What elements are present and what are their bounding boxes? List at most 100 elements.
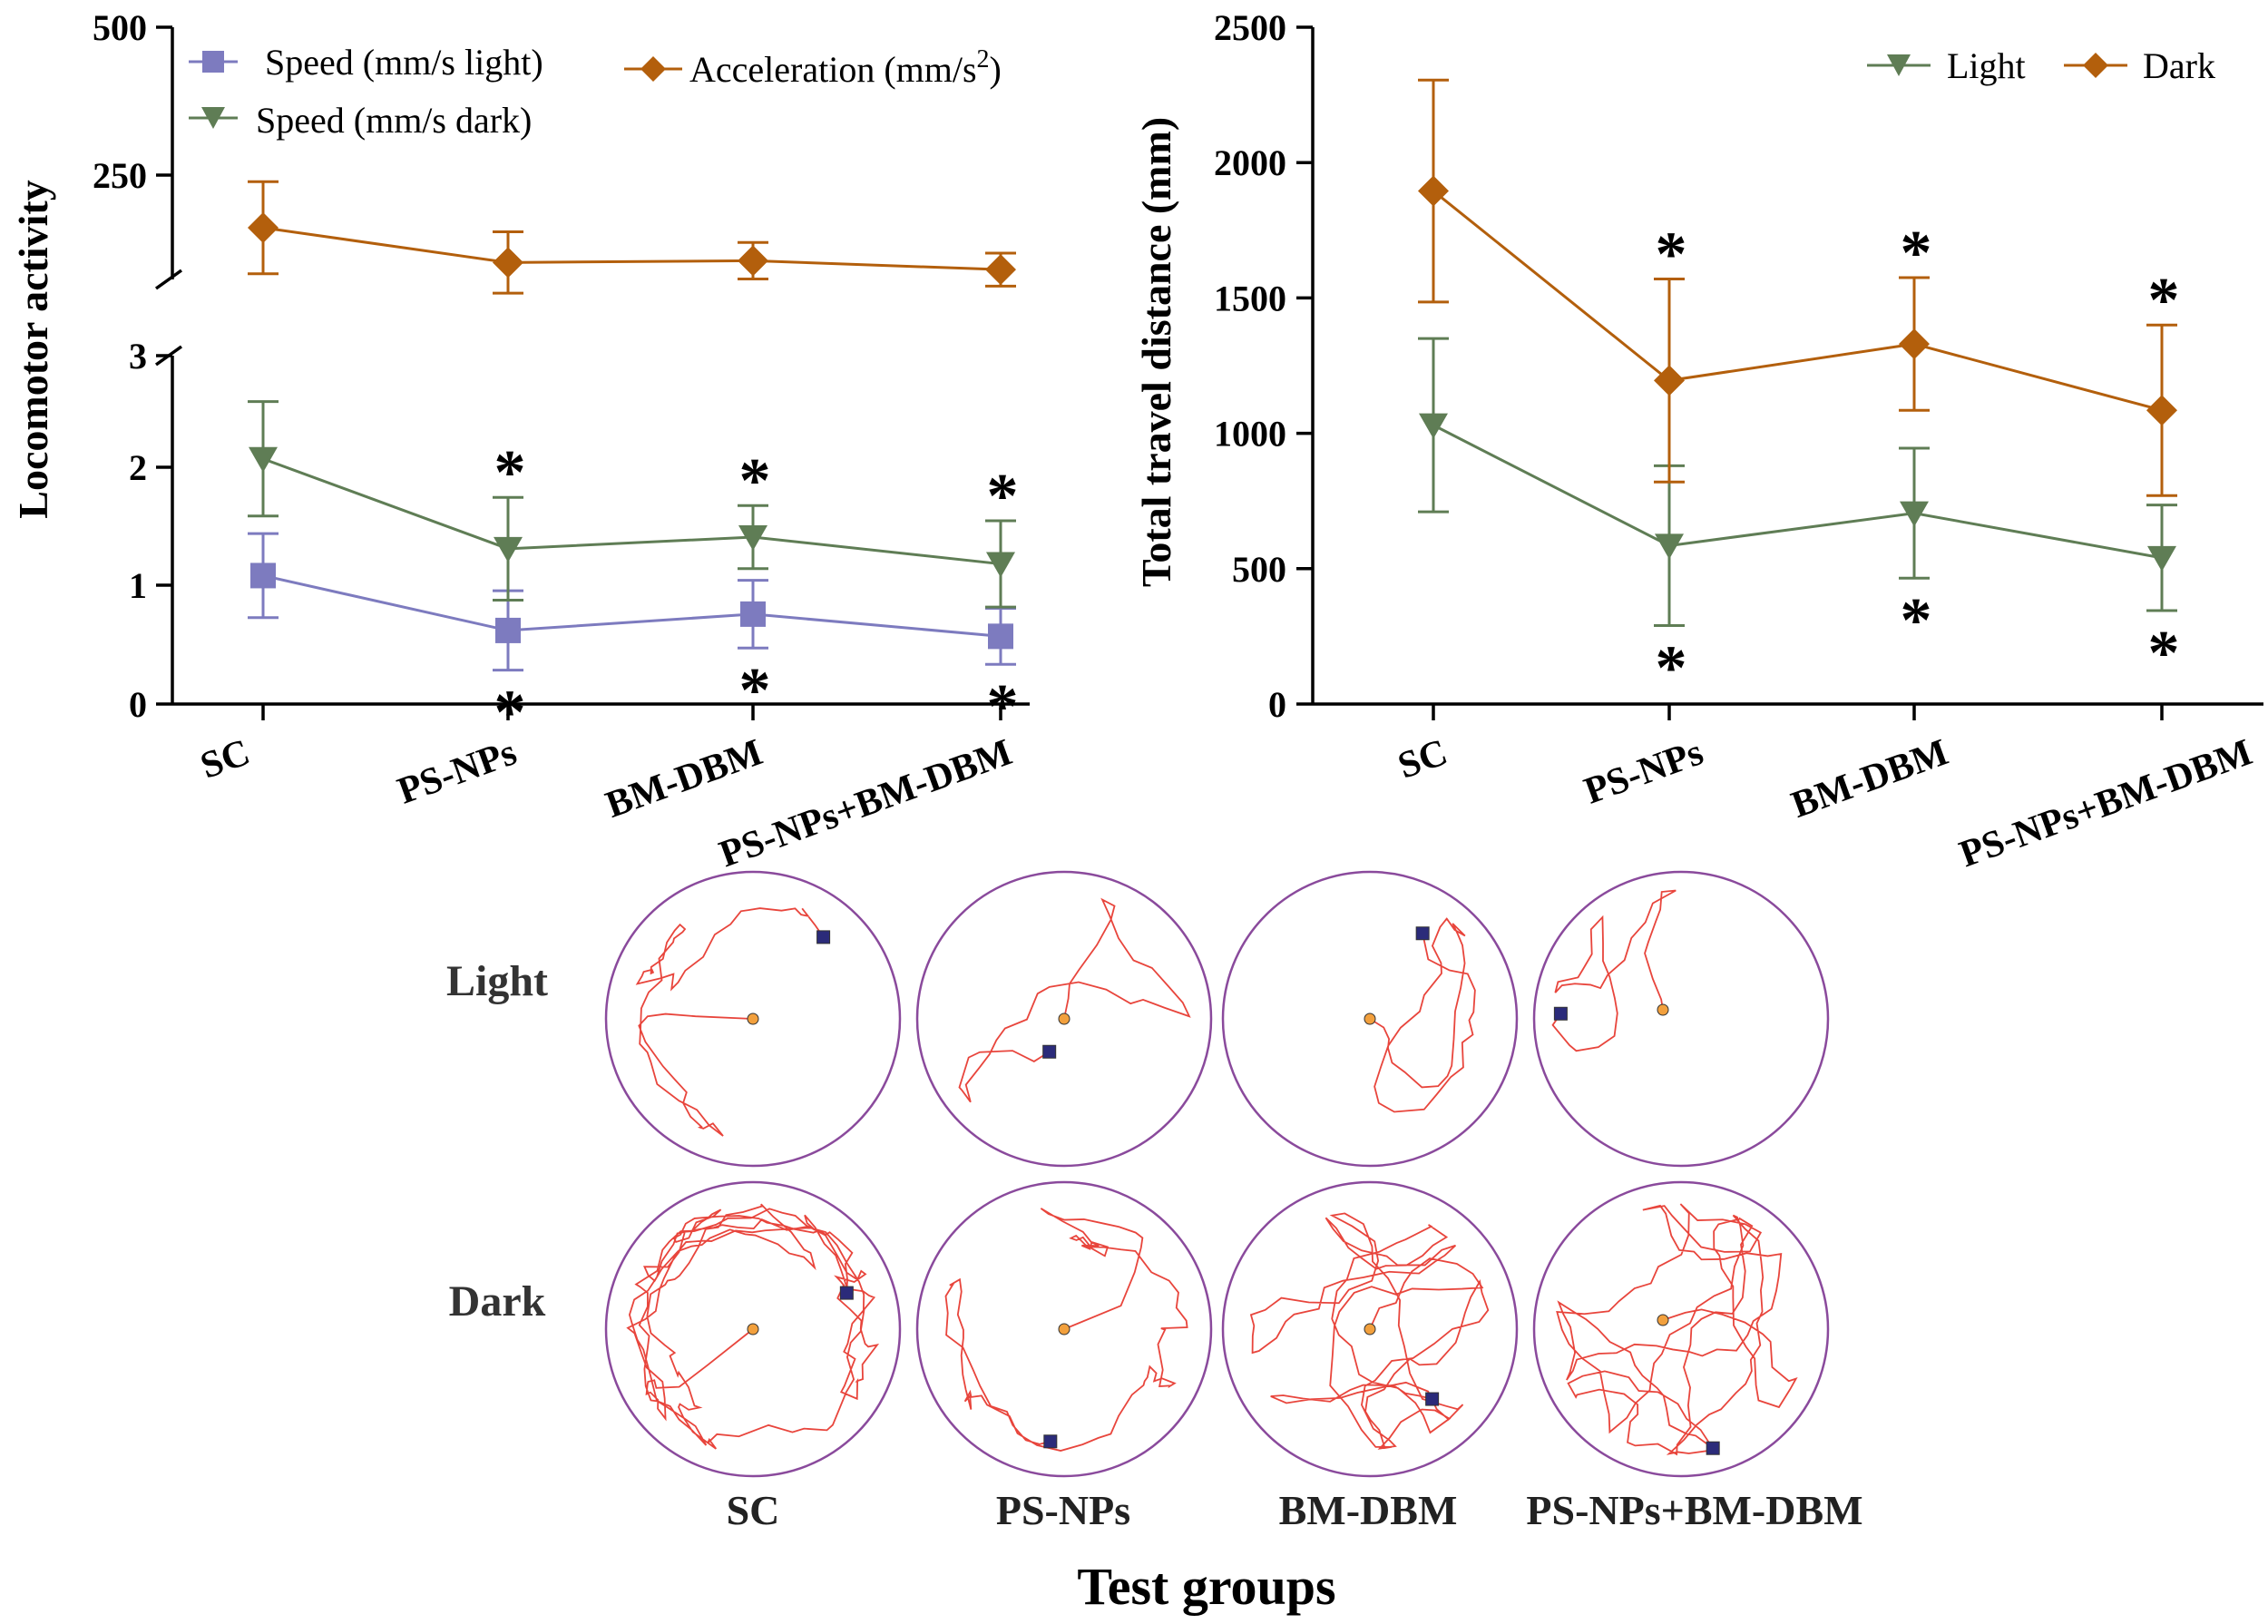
plot-area: * * * * * * <box>248 180 1019 748</box>
plot-area: * * * * * * <box>1418 78 2180 703</box>
arena-ring <box>604 870 902 1168</box>
x-axis: SC PS-NPs BM-DBM PS-NPs+BM-DBM <box>1313 702 2263 876</box>
data-point-triangle <box>1655 533 1684 560</box>
start-point <box>1657 1003 1669 1016</box>
movement-path <box>944 1208 1188 1452</box>
movement-path <box>1369 917 1476 1113</box>
end-point <box>1042 1044 1057 1059</box>
y-tick-label: 2500 <box>1214 7 1286 48</box>
legend-marker-diamond <box>2083 53 2108 78</box>
data-point-diamond <box>738 245 768 277</box>
y-tick-label: 1 <box>129 565 147 606</box>
movement-path <box>958 897 1191 1103</box>
arena <box>1221 870 1519 1168</box>
significance-star: * <box>2148 266 2180 336</box>
data-point-diamond <box>248 212 279 243</box>
significance-star: * <box>494 438 526 508</box>
locomotor-activity-chart: Locomotor activity 500 250 3 2 1 0 SC <box>10 7 1030 876</box>
y-tick-label: 3 <box>129 336 147 377</box>
significance-star: * <box>987 462 1019 532</box>
data-point-diamond <box>1654 365 1685 396</box>
data-point-triangle <box>494 536 523 563</box>
arena <box>915 870 1213 1168</box>
y-tick-label: 500 <box>1232 549 1286 590</box>
legend-marker-diamond <box>640 56 666 82</box>
significance-star: * <box>1901 586 1932 656</box>
series-line <box>1432 424 2163 560</box>
y-tick-label: 0 <box>129 684 147 725</box>
movement-path <box>1551 889 1677 1052</box>
x-tick-label: BM-DBM <box>601 731 768 827</box>
arena <box>1532 1180 1830 1478</box>
x-axis-title: Test groups <box>1077 1557 1335 1616</box>
significance-star: * <box>1656 633 1687 703</box>
end-point <box>1425 1392 1440 1406</box>
data-point-triangle <box>2147 545 2176 572</box>
y-axis: 0 500 1000 1500 2000 2500 <box>1214 7 1315 725</box>
legend-marker-triangle <box>1887 54 1911 76</box>
data-point-triangle <box>1419 413 1448 439</box>
legend-marker-triangle <box>201 107 225 129</box>
x-tick-label: PS-NPs+BM-DBM <box>1954 731 2257 876</box>
end-point <box>839 1286 854 1300</box>
data-point-triangle <box>249 446 278 473</box>
data-point-square <box>740 601 766 627</box>
significance-star: * <box>494 679 526 748</box>
y-tick-label: 500 <box>93 7 147 48</box>
arena-ring <box>915 870 1213 1168</box>
arena-ring <box>1532 870 1830 1168</box>
end-point <box>816 930 831 944</box>
arena-ring <box>1221 1180 1519 1478</box>
end-point <box>1553 1006 1568 1021</box>
arena <box>1532 870 1830 1168</box>
y-tick-label: 1000 <box>1214 414 1286 455</box>
arena <box>915 1180 1213 1478</box>
arena-ring <box>1221 870 1519 1168</box>
legend-light: Light <box>1947 45 2026 86</box>
arena <box>604 1180 902 1478</box>
column-label: PS-NPs <box>996 1487 1130 1533</box>
arena <box>604 870 902 1168</box>
legend-speed-light: Speed (mm/s light) <box>265 42 543 83</box>
legend-acceleration: Acceleration (mm/s2) <box>689 45 1002 90</box>
y-tick-label: 2 <box>129 447 147 488</box>
legend-dark: Dark <box>2143 45 2215 86</box>
y-tick-label: 250 <box>93 155 147 196</box>
data-point-diamond <box>1418 175 1449 207</box>
data-point-square <box>250 563 276 589</box>
movement-path <box>626 1203 880 1450</box>
significance-star: * <box>2148 619 2180 689</box>
start-point <box>747 1013 759 1025</box>
data-point-diamond <box>1899 328 1930 360</box>
significance-star: * <box>739 656 771 726</box>
arena-ring <box>1532 1180 1830 1478</box>
data-point-diamond <box>985 254 1016 286</box>
column-label: BM-DBM <box>1279 1487 1458 1533</box>
start-point <box>1058 1323 1070 1335</box>
significance-star: * <box>987 672 1019 742</box>
data-point-square <box>495 617 521 643</box>
data-point-triangle <box>738 524 767 551</box>
y-tick-label: 2000 <box>1214 142 1286 183</box>
x-tick-label: SC <box>1393 731 1452 788</box>
legend-marker-square <box>202 51 224 73</box>
movement-tracks-panel: Light Dark SC PS-NPs BM-DBM PS-NPs+BM-DB… <box>446 870 1863 1616</box>
y-axis-label: Locomotor activity <box>10 180 56 518</box>
movement-path <box>1249 1212 1490 1450</box>
total-travel-distance-chart: Total travel distance (mm) 0 500 1000 1500 2… <box>1133 7 2263 876</box>
series-line <box>262 573 1002 638</box>
start-point <box>1364 1323 1376 1335</box>
movement-path <box>1556 1203 1798 1456</box>
arena-ring <box>915 1180 1213 1478</box>
start-point <box>1058 1013 1070 1025</box>
row-label-dark: Dark <box>449 1277 546 1326</box>
arena <box>1221 1180 1519 1478</box>
y-axis: 500 250 3 2 1 0 <box>93 7 183 725</box>
data-point-triangle <box>986 552 1015 578</box>
significance-star: * <box>739 446 771 516</box>
y-tick-label: 1500 <box>1214 278 1286 318</box>
data-point-square <box>988 623 1013 650</box>
start-point <box>1657 1314 1669 1326</box>
column-label: SC <box>727 1487 780 1533</box>
